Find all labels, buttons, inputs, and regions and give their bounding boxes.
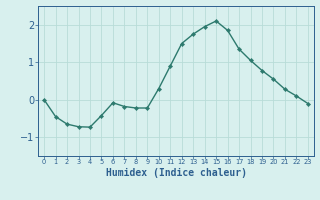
X-axis label: Humidex (Indice chaleur): Humidex (Indice chaleur) (106, 168, 246, 178)
